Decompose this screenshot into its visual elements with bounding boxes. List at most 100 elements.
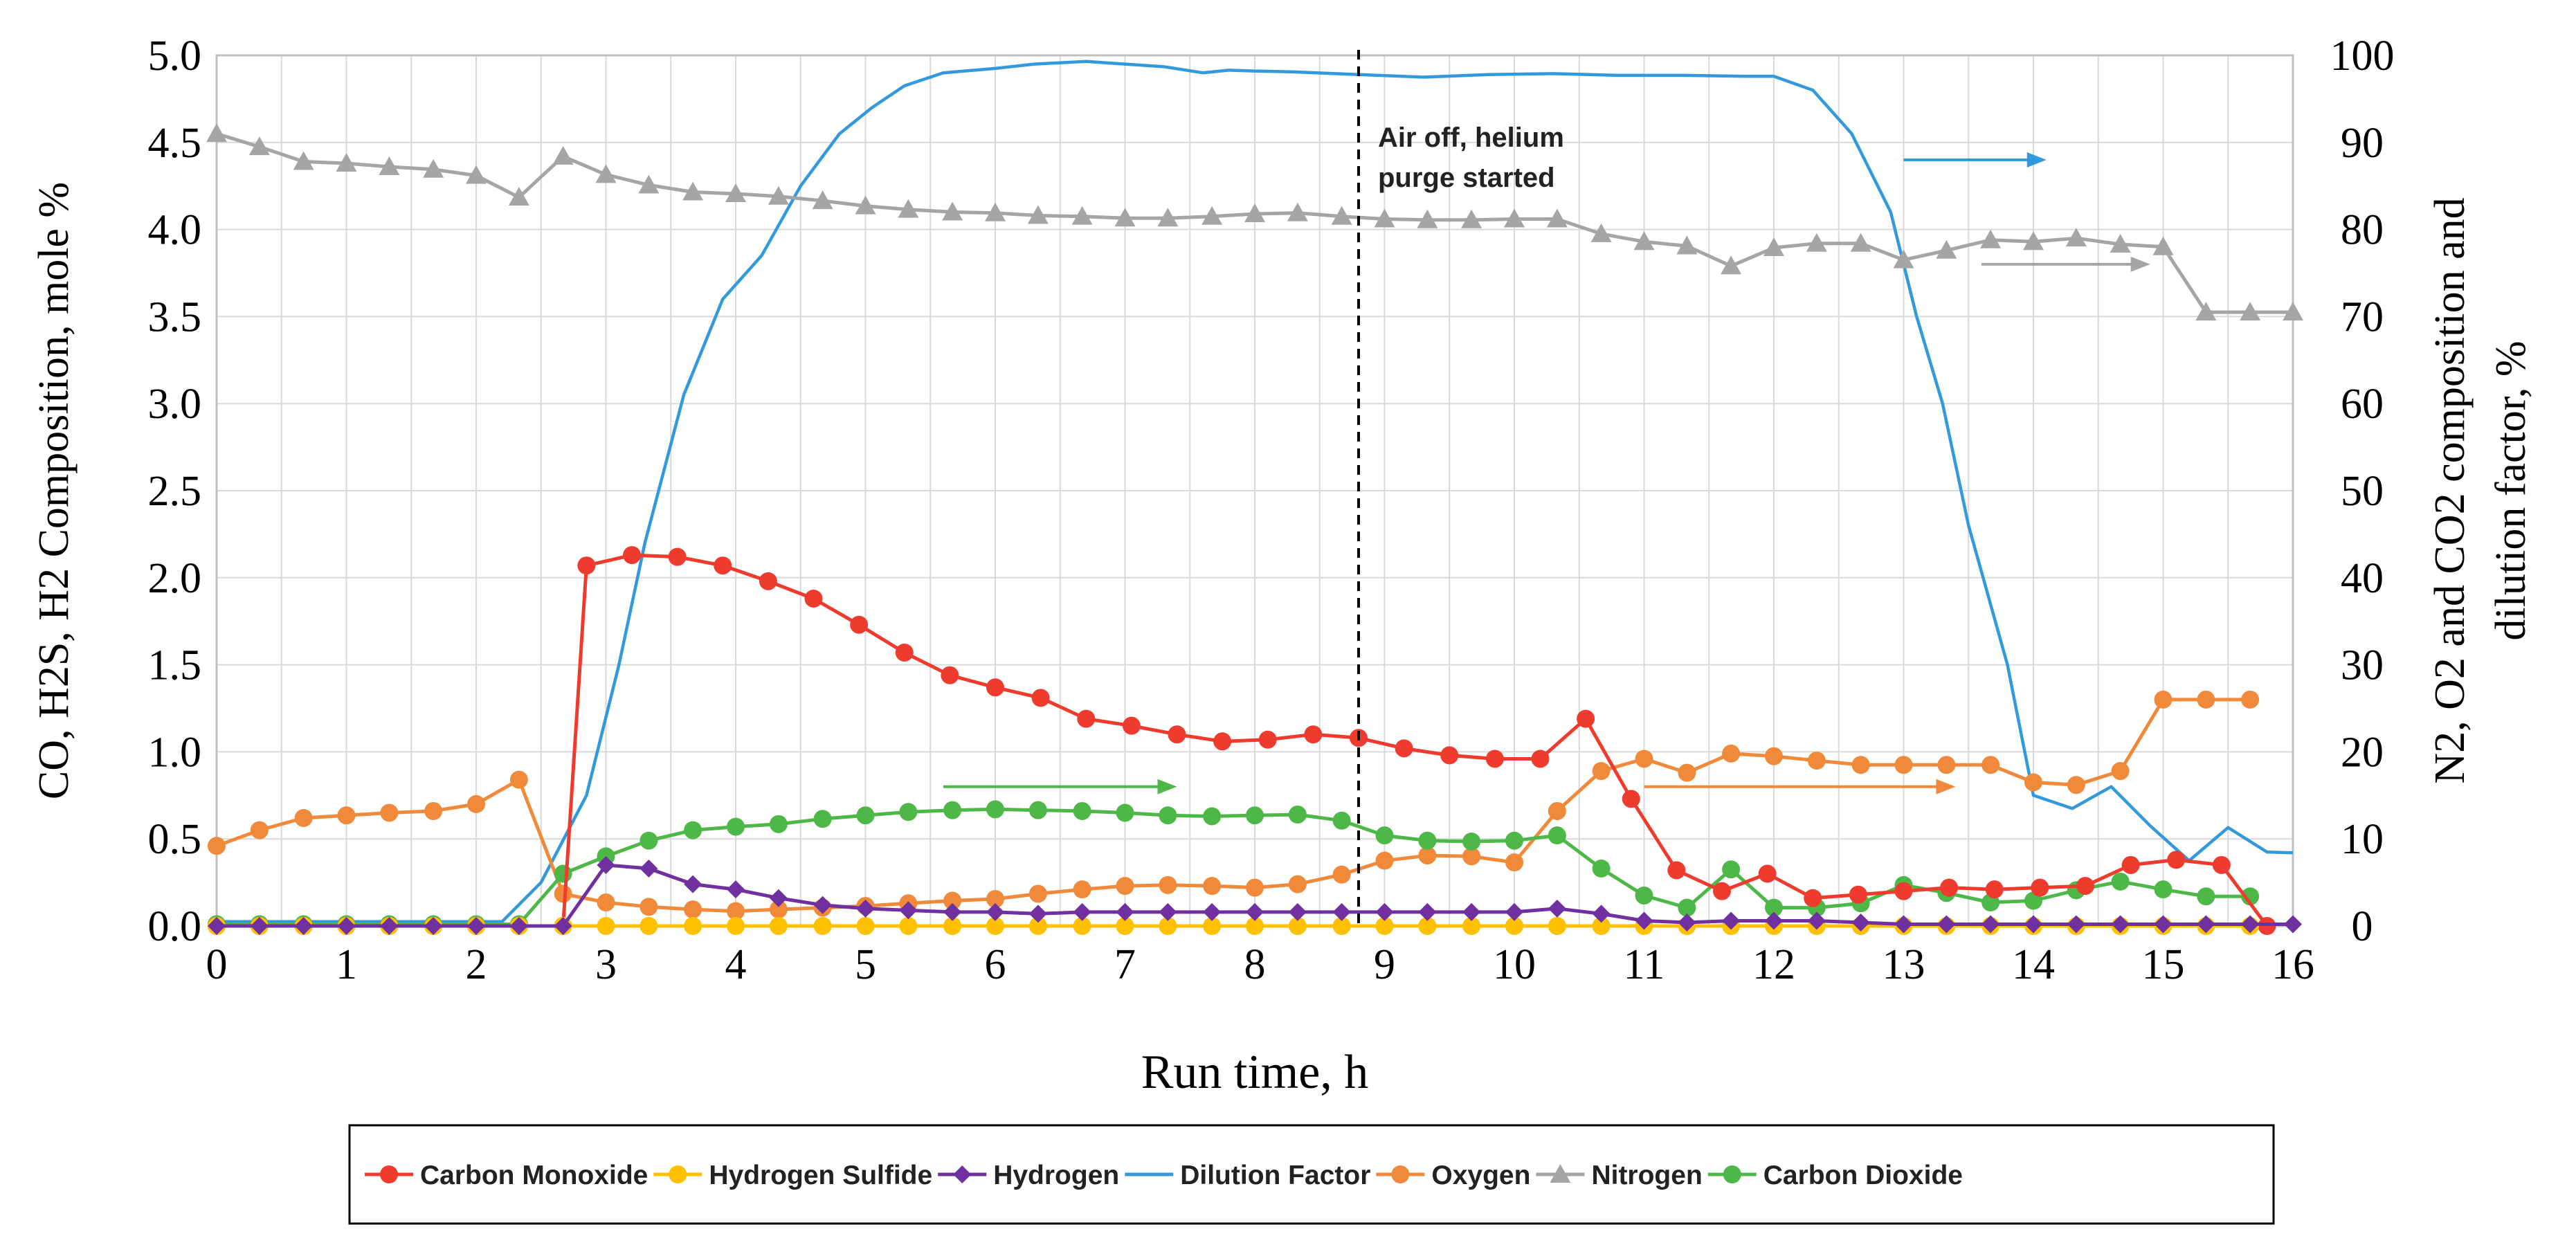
- arrow-head-carbon-dioxide: [1157, 779, 1177, 794]
- y-right-tick-label: 0: [2352, 903, 2373, 950]
- x-tick-label: 16: [2271, 941, 2314, 988]
- nitrogen-point: [2023, 231, 2044, 251]
- carbon-monoxide-point: [668, 547, 687, 566]
- carbon-dioxide-point: [2111, 872, 2130, 891]
- carbon-monoxide-point: [1168, 725, 1186, 744]
- y-left-tick-label: 4.5: [148, 120, 202, 167]
- series-hydrogen: [208, 855, 2302, 935]
- oxygen-point: [380, 803, 399, 822]
- x-tick-label: 10: [1493, 941, 1536, 988]
- nitrogen-point: [1157, 208, 1179, 227]
- hydrogen-sulfide-point: [1159, 917, 1177, 935]
- x-axis-title: Run time, h: [1141, 1046, 1369, 1099]
- carbon-dioxide-point: [1678, 898, 1696, 917]
- hydrogen-sulfide-point: [684, 917, 702, 935]
- hydrogen-point: [1375, 902, 1394, 921]
- hydrogen-point: [380, 917, 399, 935]
- nitrogen-point: [768, 185, 789, 205]
- y-right-tick-label: 60: [2341, 381, 2384, 428]
- oxygen-point: [1722, 744, 1741, 763]
- x-tick-label: 5: [855, 941, 876, 988]
- carbon-dioxide-point: [813, 810, 832, 828]
- nitrogen-point: [2195, 302, 2217, 321]
- nitrogen-point: [1546, 208, 1568, 228]
- carbon-dioxide-point: [2241, 887, 2260, 906]
- nitrogen-point: [1331, 206, 1352, 225]
- x-tick-label: 9: [1374, 941, 1395, 988]
- legend-label-hydrogen-sulfide: Hydrogen Sulfide: [709, 1161, 932, 1190]
- y-right-tick-label: 10: [2341, 816, 2384, 863]
- legend-label-dilution-factor: Dilution Factor: [1180, 1161, 1370, 1190]
- hydrogen-point: [1678, 913, 1696, 932]
- hydrogen-sulfide-point: [597, 917, 615, 935]
- nitrogen-point: [2110, 233, 2131, 253]
- nitrogen-point: [812, 190, 833, 210]
- legend: Carbon Monoxide Hydrogen Sulfide Hydrogen D…: [348, 1124, 2275, 1225]
- hydrogen-sulfide-point: [1203, 917, 1222, 935]
- nitrogen-point: [2152, 236, 2174, 255]
- oxygen-point: [1505, 853, 1523, 872]
- oxygen-point: [208, 837, 226, 855]
- carbon-monoxide-point: [804, 589, 823, 608]
- y-left-tick-label: 1.0: [148, 729, 202, 776]
- hydrogen-point: [509, 917, 528, 935]
- series-dilution-factor: [217, 60, 2294, 923]
- nitrogen-point: [552, 145, 574, 165]
- carbon-monoxide-point: [1804, 889, 1822, 907]
- hydrogen-point: [1028, 905, 1047, 923]
- oxygen-point: [337, 806, 356, 825]
- x-tick-label: 3: [595, 941, 617, 988]
- oxygen-point: [2154, 690, 2173, 709]
- hydrogen-sulfide-point: [727, 917, 745, 935]
- oxygen-point: [2111, 762, 2130, 781]
- carbon-monoxide-point: [759, 572, 777, 590]
- hydrogen-point: [899, 901, 918, 920]
- annotation-layer: Air off, helium purge started: [1357, 50, 1564, 926]
- carbon-monoxide-point: [577, 556, 596, 575]
- oxygen-point: [1981, 756, 2000, 774]
- oxygen-point: [1462, 847, 1481, 866]
- oxygen-point: [1246, 878, 1264, 897]
- x-tick-label: 7: [1114, 941, 1136, 988]
- hydrogen-sulfide-point: [856, 917, 875, 935]
- nitrogen-point: [1287, 202, 1308, 221]
- carbon-dioxide-point: [1765, 898, 1783, 917]
- legend-label-hydrogen: Hydrogen: [993, 1161, 1119, 1190]
- x-tick-label: 6: [985, 941, 1006, 988]
- hydrogen-point: [1592, 905, 1611, 923]
- y-right-tick-label: 90: [2341, 120, 2384, 167]
- hydrogen-point: [986, 902, 1004, 921]
- nitrogen-point: [379, 156, 400, 176]
- oxygen-point: [986, 890, 1004, 909]
- nitrogen-point: [898, 199, 919, 218]
- nitrogen-point: [985, 202, 1006, 221]
- oxygen-point: [640, 898, 658, 916]
- oxygen-point: [2024, 773, 2042, 792]
- x-tick-label: 11: [1624, 941, 1665, 988]
- oxygen-point: [509, 770, 528, 789]
- carbon-monoxide-point: [714, 556, 732, 575]
- hydrogen-sulfide-point: [1592, 917, 1611, 935]
- legend-marker-oxygen: [1391, 1165, 1410, 1183]
- hydrogen-point: [1722, 911, 1741, 930]
- annotation-text-line2: purge started: [1378, 163, 1555, 193]
- carbon-monoxide-point: [1622, 790, 1640, 808]
- carbon-monoxide-point: [941, 666, 959, 684]
- series-layer: [206, 60, 2303, 935]
- hydrogen-point: [2154, 915, 2173, 934]
- nitrogen-point: [293, 151, 314, 170]
- carbon-monoxide-point: [986, 678, 1004, 697]
- carbon-dioxide-point: [1462, 832, 1481, 851]
- y-left-tick-labels: 0.0 0.5 1.0 1.5 2.0 2.5 3.0 3.5 4.0 4.5 5.0: [148, 33, 202, 950]
- hydrogen-point: [424, 917, 443, 935]
- hydrogen-point: [943, 902, 962, 921]
- carbon-dioxide-point: [986, 800, 1004, 819]
- x-tick-label: 12: [1752, 941, 1795, 988]
- hydrogen-point: [1288, 902, 1307, 921]
- nitrogen-point: [1806, 233, 1827, 252]
- hydrogen-point: [1807, 911, 1826, 930]
- oxygen-point: [2197, 690, 2215, 709]
- hydrogen-point: [2284, 915, 2302, 934]
- hydrogen-point: [1332, 902, 1351, 921]
